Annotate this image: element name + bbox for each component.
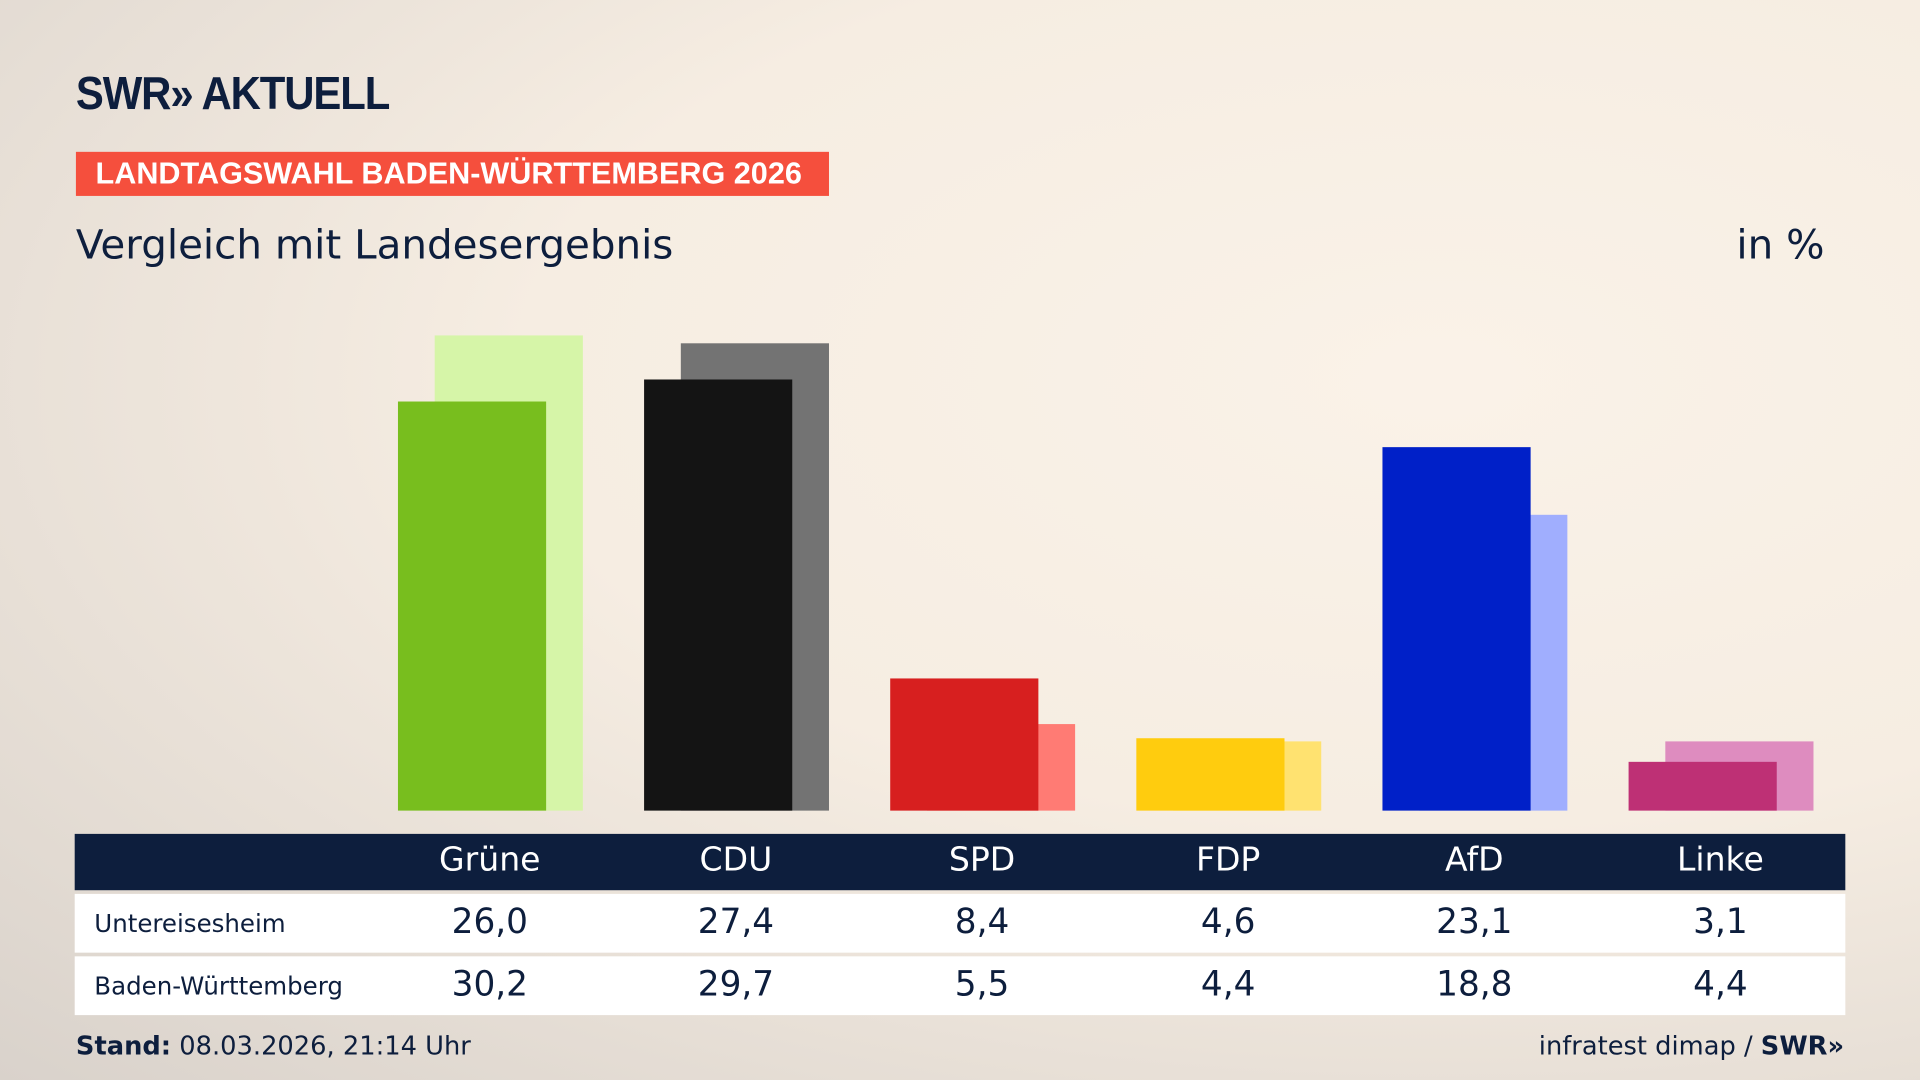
data-label: 4,4 [1693,963,1748,1005]
data-label: 3,1 [1693,901,1748,942]
party-label: CDU [699,841,773,880]
party-label: FDP [1195,841,1261,880]
data-label: 30,2 [451,963,528,1005]
source-text: infratest dimap / [1538,1031,1761,1061]
timestamp: Stand: 08.03.2026, 21:14 Uhr [76,1031,471,1060]
row-label: Baden-Württemberg [94,971,343,1001]
party-label: AfD [1445,841,1504,880]
table-row: Baden-Württemberg 30,2 29,7 5,5 4,4 18,8 4,4 [74,956,1846,1016]
bar-local-3 [1136,738,1285,811]
data-label: 29,7 [697,963,775,1005]
party-label: Linke [1676,841,1764,880]
bar-chart [397,335,1814,811]
election-banner: LANDTAGSWAHL BADEN-WÜRTTEMBERG 2026 [75,151,829,196]
data-label: 26,0 [451,901,528,942]
row-label: Untereisesheim [94,908,286,938]
table-header: Grüne CDU SPD FDP AfD Linke [74,833,1846,891]
party-label: SPD [948,841,1016,880]
data-label: 4,6 [1200,901,1256,942]
bar-local-1 [644,379,793,811]
swr-logo: SWR» [1760,1031,1845,1061]
data-label: 27,4 [697,901,775,942]
data-label: 4,4 [1200,963,1256,1005]
table-row: Untereisesheim 26,0 27,4 8,4 4,6 23,1 3,1 [74,893,1846,953]
swr-aktuell-logo: SWR» AKTUELL [75,68,390,121]
results-table: Grüne CDU SPD FDP AfD Linke Untereisesheim 26,… [74,833,1846,1016]
data-label: 23,1 [1436,901,1513,942]
unit-label: in % [1736,220,1825,269]
bar-local-4 [1382,447,1531,811]
data-label: 8,4 [954,901,1010,942]
data-label: 18,8 [1436,963,1513,1005]
stand-label: Stand: [75,1031,172,1061]
data-label: 5,5 [954,963,1010,1005]
bar-local-5 [1628,761,1777,811]
chart-title: Vergleich mit Landesergebnis [75,220,674,269]
stand-value: 08.03.2026, 21:14 Uhr [179,1031,471,1061]
bar-local-0 [397,401,547,811]
party-label: Grüne [439,841,541,880]
bar-local-2 [890,678,1039,811]
source: infratest dimap / SWR» [1539,1031,1844,1060]
